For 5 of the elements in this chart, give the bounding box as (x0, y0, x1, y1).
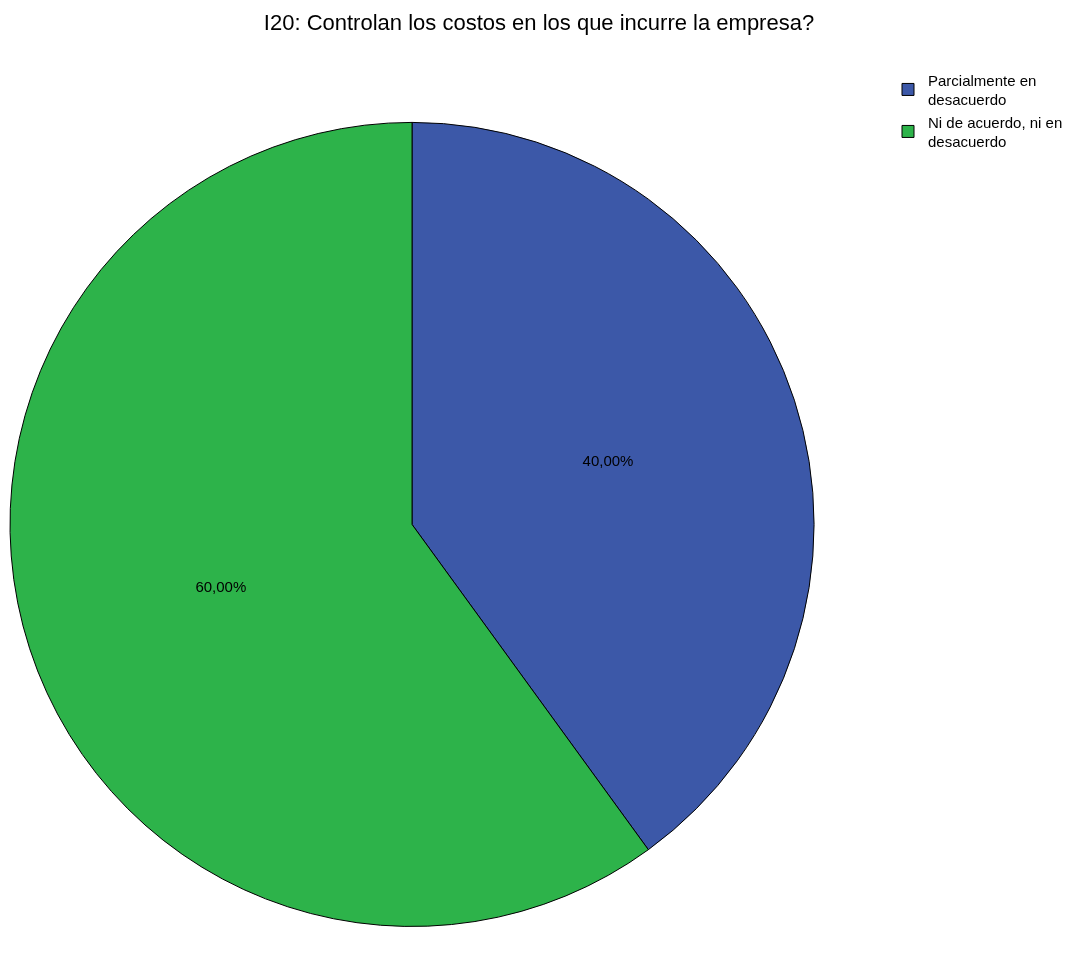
legend-label: Ni de acuerdo, ni en desacuerdo (928, 113, 1063, 151)
data-label: 40,00% (582, 452, 634, 470)
chart-title: I20: Controlan los costos en los que incurre la empresa? (263, 9, 815, 35)
data-label: 60,00% (195, 578, 247, 596)
legend-label: Parcialmente en desacuerdo (928, 71, 1037, 109)
